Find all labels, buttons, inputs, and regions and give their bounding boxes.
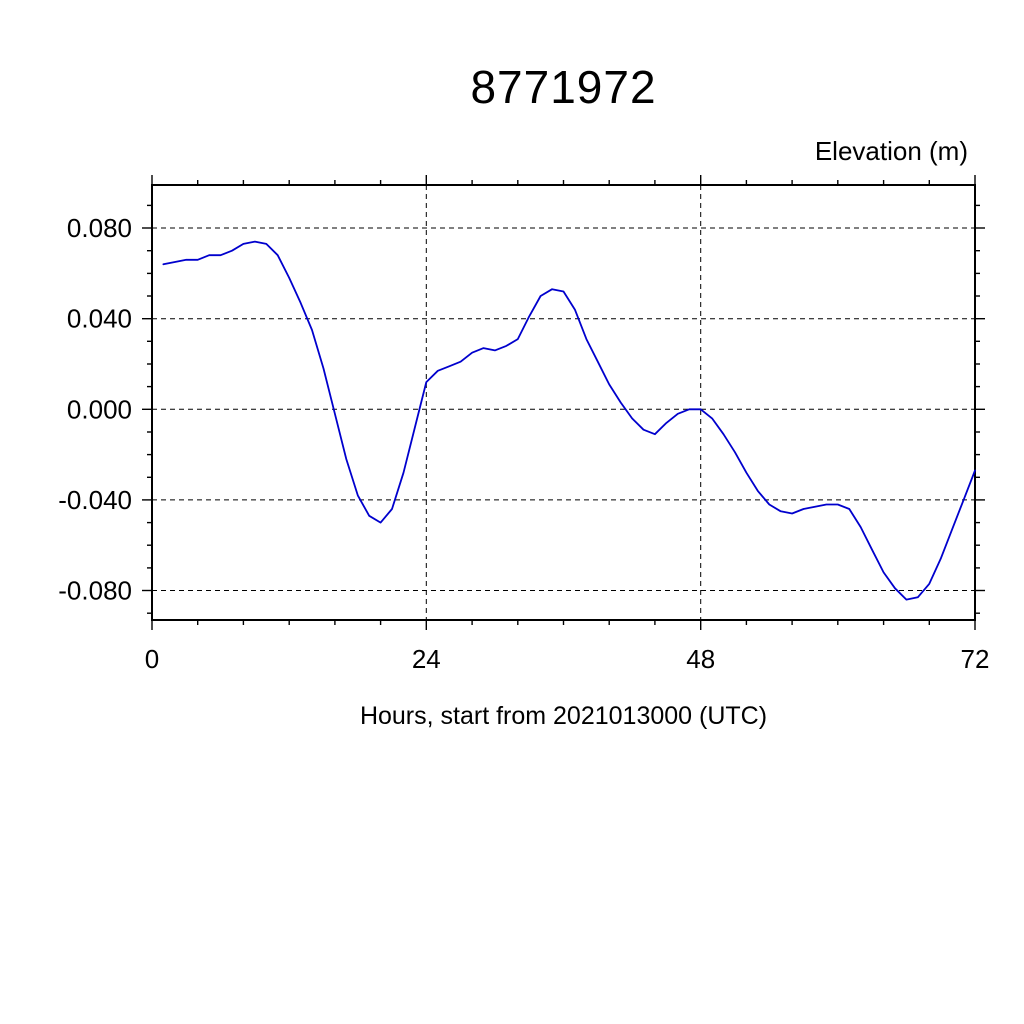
chart-title: 8771972	[470, 61, 657, 113]
x-tick-label: 72	[961, 644, 990, 674]
x-tick-label: 24	[412, 644, 441, 674]
y-tick-label: 0.080	[67, 213, 132, 243]
y-tick-label: 0.040	[67, 304, 132, 334]
elevation-line	[162, 240, 976, 601]
x-tick-label: 48	[686, 644, 715, 674]
plot-frame	[151, 184, 976, 621]
y-tick-label: -0.080	[58, 576, 132, 606]
elevation-unit-label: Elevation (m)	[814, 136, 968, 166]
y-tick-label: -0.040	[58, 485, 132, 515]
x-tick-label: 0	[145, 644, 159, 674]
x-axis-label: Hours, start from 2021013000 (UTC)	[359, 702, 768, 730]
y-tick-label: 0.000	[67, 394, 132, 424]
